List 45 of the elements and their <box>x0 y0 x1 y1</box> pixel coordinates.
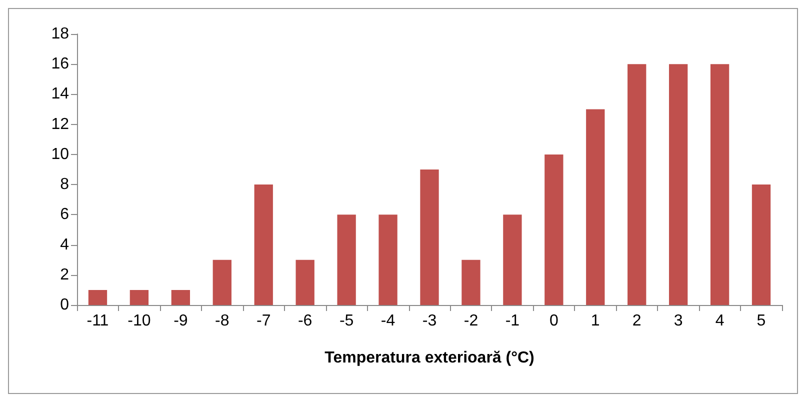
bar <box>586 109 605 305</box>
y-tick-label: 4 <box>60 236 70 254</box>
bar <box>88 290 108 305</box>
bar <box>254 184 273 305</box>
x-tick-label: -4 <box>380 312 396 330</box>
y-tick-label: 6 <box>60 206 70 224</box>
x-tick-label: 5 <box>756 312 766 330</box>
bar <box>462 260 480 305</box>
bar <box>130 290 149 305</box>
x-tick-label: -3 <box>422 312 437 330</box>
y-tick-label: 18 <box>51 26 70 42</box>
bar <box>420 170 439 305</box>
y-tick-label: 12 <box>51 116 70 133</box>
y-tick-label: 14 <box>51 86 70 103</box>
bar <box>668 64 688 305</box>
x-tick-label: -11 <box>86 312 109 330</box>
x-axis-title: Temperatura exterioară (°C) <box>324 350 534 366</box>
x-tick-label: 4 <box>715 312 724 330</box>
bar <box>378 214 398 305</box>
x-tick-label: 3 <box>674 312 683 330</box>
x-tick-label: -5 <box>339 312 354 330</box>
x-tick-label: 0 <box>549 312 558 330</box>
x-tick-label: -1 <box>505 312 520 330</box>
x-tick-label: 1 <box>590 312 600 330</box>
bar <box>752 184 771 305</box>
x-tick-label: -6 <box>298 312 312 330</box>
y-tick-label: 10 <box>51 146 70 163</box>
x-tick-label: -8 <box>215 312 230 330</box>
y-tick-label: 16 <box>51 56 70 73</box>
y-tick-label: 0 <box>60 296 70 314</box>
x-tick-label: -2 <box>464 312 478 330</box>
bar <box>171 290 190 305</box>
x-tick-label: -7 <box>256 312 271 330</box>
x-tick-label: -10 <box>128 312 151 330</box>
bar <box>503 214 522 305</box>
x-tick-label: 2 <box>632 312 642 330</box>
bar <box>710 64 730 305</box>
y-tick-label: 2 <box>60 266 70 284</box>
bar <box>212 260 232 305</box>
bar <box>628 64 646 305</box>
y-tick-label: 8 <box>60 176 70 194</box>
bar <box>337 214 356 305</box>
bar <box>544 154 564 305</box>
x-tick-label: -9 <box>174 312 188 330</box>
bar <box>296 260 314 305</box>
